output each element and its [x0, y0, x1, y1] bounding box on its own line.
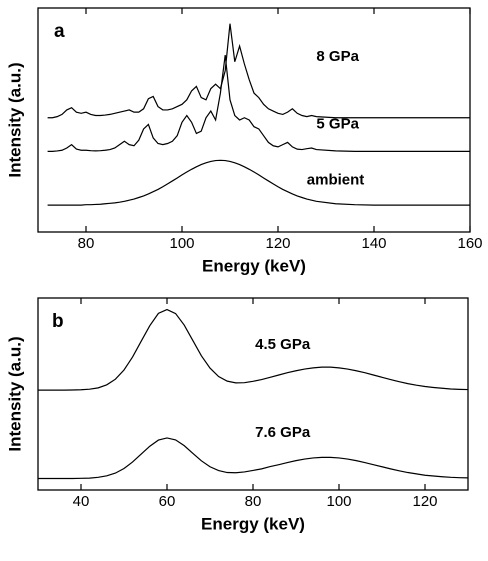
- panel-label: b: [52, 311, 64, 332]
- y-axis-title: Intensity (a.u.): [5, 62, 24, 177]
- plot-frame: [37, 297, 469, 491]
- x-tick-label: 40: [73, 493, 90, 510]
- x-tick-label: 100: [169, 235, 194, 252]
- x-tick-label: 100: [326, 493, 351, 510]
- x-axis-title: Energy (keV): [202, 256, 306, 275]
- x-tick-label: 80: [78, 235, 95, 252]
- x-tick-label: 120: [412, 493, 437, 510]
- series-label: 7.6 GPa: [255, 424, 311, 441]
- plot-frame: [37, 7, 471, 233]
- x-tick-label: 140: [361, 235, 386, 252]
- spectrum-line: [47, 23, 470, 119]
- spectrum-line: [38, 437, 469, 480]
- series-label: 5 GPa: [316, 115, 359, 132]
- y-axis-title: Intensity (a.u.): [5, 336, 24, 451]
- series-label: 4.5 GPa: [255, 336, 311, 353]
- x-axis-title: Energy (keV): [201, 514, 305, 533]
- x-tick-label: 120: [265, 235, 290, 252]
- series-label: ambient: [307, 171, 365, 188]
- x-tick-label: 160: [457, 235, 482, 252]
- spectrum-line: [47, 54, 470, 152]
- series-label: 8 GPa: [316, 48, 359, 65]
- x-tick-label: 80: [245, 493, 262, 510]
- spectrum-line: [38, 308, 469, 391]
- spectrum-line: [47, 159, 470, 206]
- panel-label: a: [54, 21, 65, 42]
- x-tick-label: 60: [159, 493, 176, 510]
